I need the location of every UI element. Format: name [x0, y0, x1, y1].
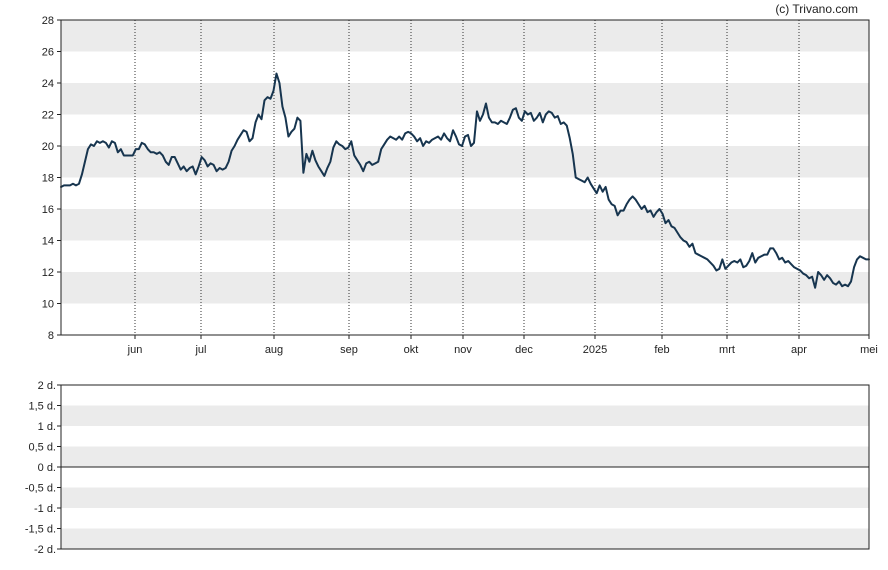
x-tick-label: mei: [860, 344, 878, 356]
secondary-band: [61, 446, 869, 467]
y-tick-label: 12: [42, 267, 54, 279]
secondary-band: [61, 405, 869, 426]
y-tick-label: 24: [42, 78, 54, 90]
price-chart-bands: [61, 20, 869, 304]
secondary-y-tick-label: -0,5 d.: [25, 483, 56, 495]
x-tick-label: nov: [454, 344, 472, 356]
y-tick-label: 26: [42, 47, 54, 59]
copyright-text: (c) Trivano.com: [775, 2, 858, 16]
y-tick-label: 28: [42, 15, 54, 27]
price-band: [61, 209, 869, 241]
price-band: [61, 146, 869, 178]
secondary-y-tick-label: -1,5 d.: [25, 524, 56, 536]
y-tick-label: 16: [42, 204, 54, 216]
y-tick-label: 8: [48, 330, 54, 342]
x-tick-label: dec: [515, 344, 533, 356]
secondary-y-tick-label: 2 d.: [38, 380, 56, 392]
secondary-chart-bands: [61, 405, 869, 549]
x-tick-label: jun: [127, 344, 143, 356]
y-tick-label: 22: [42, 110, 54, 122]
price-band: [61, 20, 869, 52]
secondary-y-tick-label: 1 d.: [38, 421, 56, 433]
x-tick-label: jul: [194, 344, 206, 356]
x-tick-label: sep: [340, 344, 358, 356]
secondary-y-axis-ticks: -2 d. -1,5 d. -1 d. -0,5 d. 0 d. 0,5 d. 1 d. 1,…: [25, 380, 61, 556]
price-series-line: [60, 72, 870, 289]
secondary-y-tick-label: 0,5 d.: [28, 442, 56, 454]
y-tick-label: 20: [42, 141, 54, 153]
price-band: [61, 272, 869, 304]
secondary-y-tick-label: 0 d.: [38, 462, 56, 474]
price-y-axis-ticks: 8 10 12 14 16 18 20 22 24 26 28: [42, 15, 61, 342]
price-band: [61, 83, 869, 115]
x-tick-label: aug: [265, 344, 283, 356]
x-tick-label: mrt: [719, 344, 735, 356]
x-tick-label: okt: [404, 344, 419, 356]
secondary-y-tick-label: -2 d.: [34, 544, 56, 556]
y-tick-label: 14: [42, 236, 54, 248]
price-x-axis-ticks: jun jul aug sep okt nov dec 2025 feb mrt apr mei: [127, 335, 878, 356]
secondary-band: [61, 487, 869, 508]
y-tick-label: 10: [42, 299, 54, 311]
x-tick-label: feb: [654, 344, 669, 356]
secondary-band: [61, 528, 869, 549]
x-tick-label: apr: [791, 344, 807, 356]
y-tick-label: 18: [42, 173, 54, 185]
secondary-y-tick-label: 1,5 d.: [28, 401, 56, 413]
x-tick-label: 2025: [583, 344, 607, 356]
secondary-y-tick-label: -1 d.: [34, 503, 56, 515]
